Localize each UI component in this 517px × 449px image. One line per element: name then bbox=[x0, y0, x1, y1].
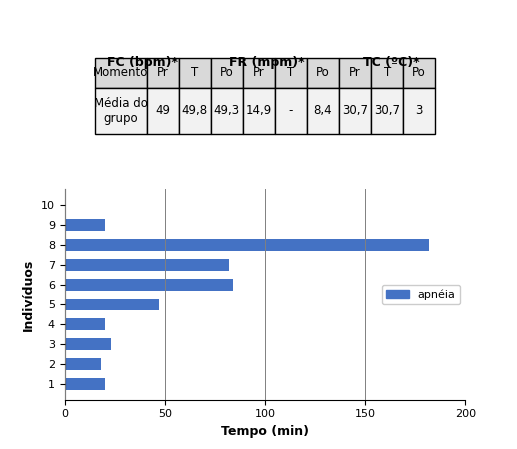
Text: FR (mpm)*: FR (mpm)* bbox=[229, 56, 305, 69]
Bar bbox=[65, 219, 104, 231]
Bar bbox=[65, 338, 111, 350]
Bar bbox=[65, 318, 104, 330]
Bar bbox=[65, 299, 159, 310]
Text: TC (ºC)*: TC (ºC)* bbox=[363, 56, 419, 69]
X-axis label: Tempo (min): Tempo (min) bbox=[221, 425, 309, 438]
Legend: apnéia: apnéia bbox=[382, 285, 460, 304]
Bar bbox=[65, 278, 233, 291]
Bar bbox=[65, 259, 229, 271]
Bar bbox=[65, 378, 104, 390]
Bar bbox=[65, 239, 429, 251]
Text: FC (bpm)*: FC (bpm)* bbox=[107, 56, 178, 69]
Bar bbox=[65, 358, 101, 370]
Y-axis label: Indivíduos: Indivíduos bbox=[22, 259, 35, 330]
